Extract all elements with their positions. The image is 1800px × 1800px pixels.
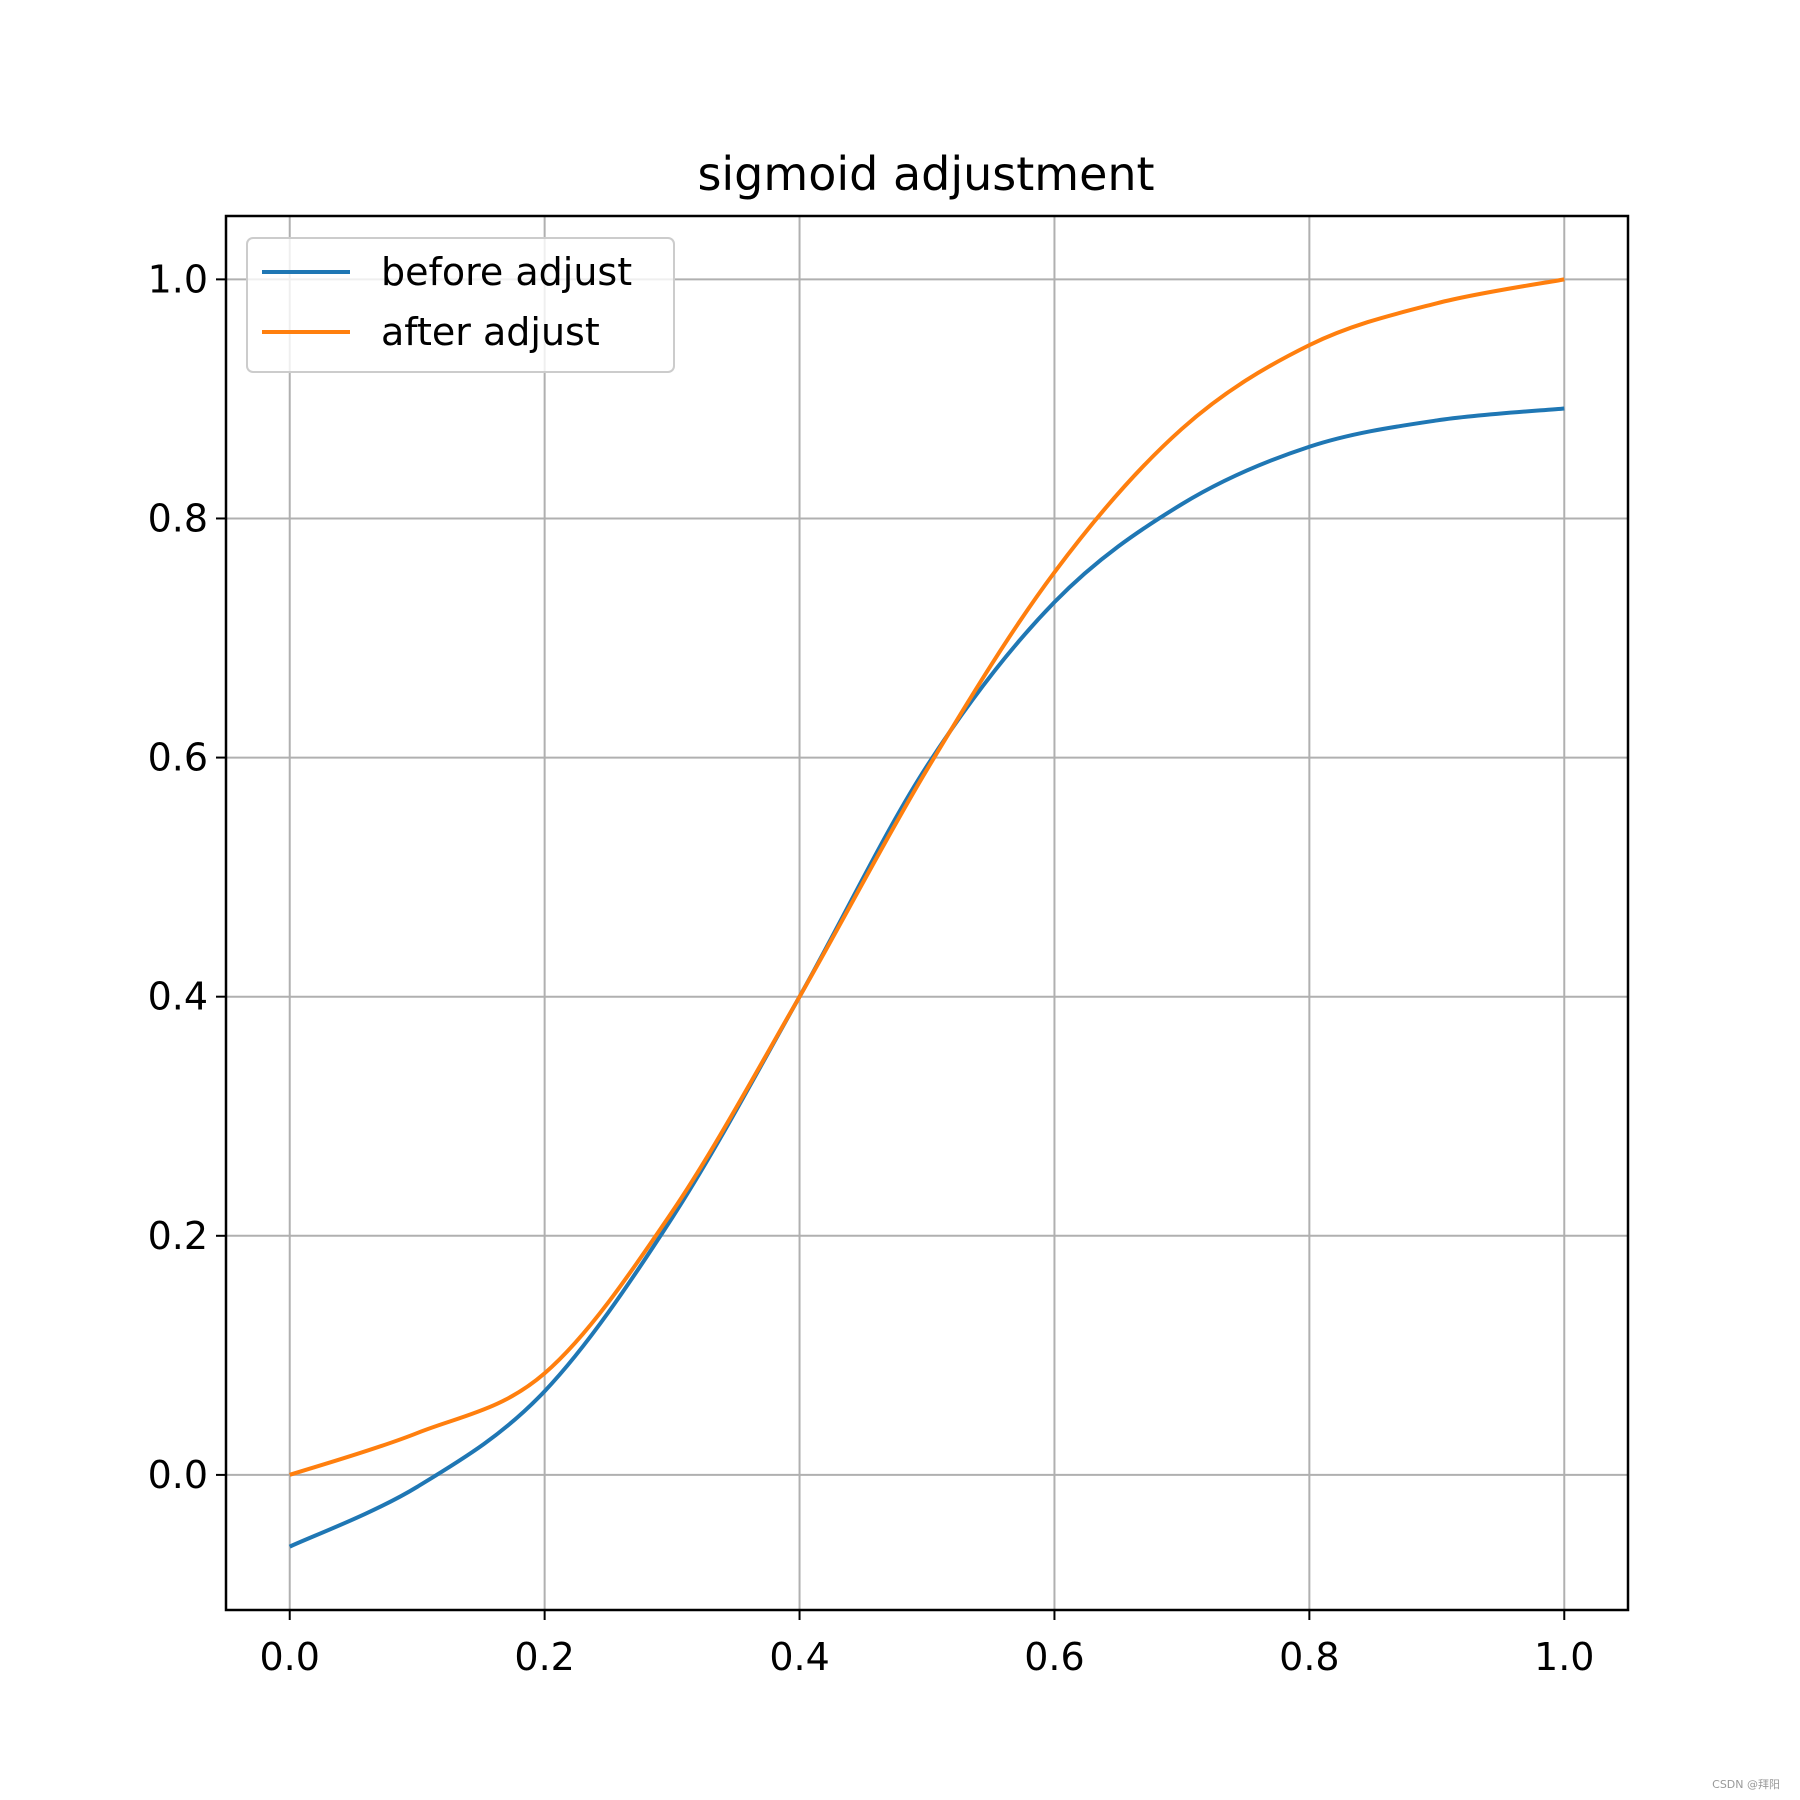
x-tick-label: 0.6 — [1024, 1635, 1084, 1679]
y-tick-label: 0.8 — [148, 496, 208, 540]
chart-title: sigmoid adjustment — [697, 147, 1154, 201]
legend-label-after-adjust: after adjust — [381, 310, 600, 354]
y-tick-label: 0.6 — [148, 736, 208, 780]
x-tick-label: 0.4 — [769, 1635, 829, 1679]
y-tick-label: 1.0 — [148, 257, 208, 301]
series-line-after-adjust — [289, 277, 1565, 1477]
y-tick-label: 0.0 — [148, 1453, 208, 1497]
axis-ticks: 0.0 0.2 0.4 0.6 0.8 1.0 0.0 0.2 0.4 0.6 0.8 1.0 — [148, 257, 1595, 1679]
watermark: CSDN @拜阳 — [1712, 1778, 1780, 1791]
legend-label-before-adjust: before adjust — [381, 250, 632, 294]
series-line-before-adjust — [288, 406, 1565, 1549]
legend: before adjust after adjust — [246, 237, 675, 373]
y-tick-label: 0.2 — [148, 1214, 208, 1258]
legend-box — [246, 237, 675, 373]
plot-series — [288, 277, 1565, 1549]
x-tick-label: 0.0 — [260, 1635, 320, 1679]
x-tick-label: 0.2 — [514, 1635, 574, 1679]
x-tick-label: 0.8 — [1279, 1635, 1339, 1679]
y-tick-label: 0.4 — [148, 975, 208, 1019]
axes-frame — [224, 214, 1630, 1612]
x-tick-label: 1.0 — [1534, 1635, 1594, 1679]
